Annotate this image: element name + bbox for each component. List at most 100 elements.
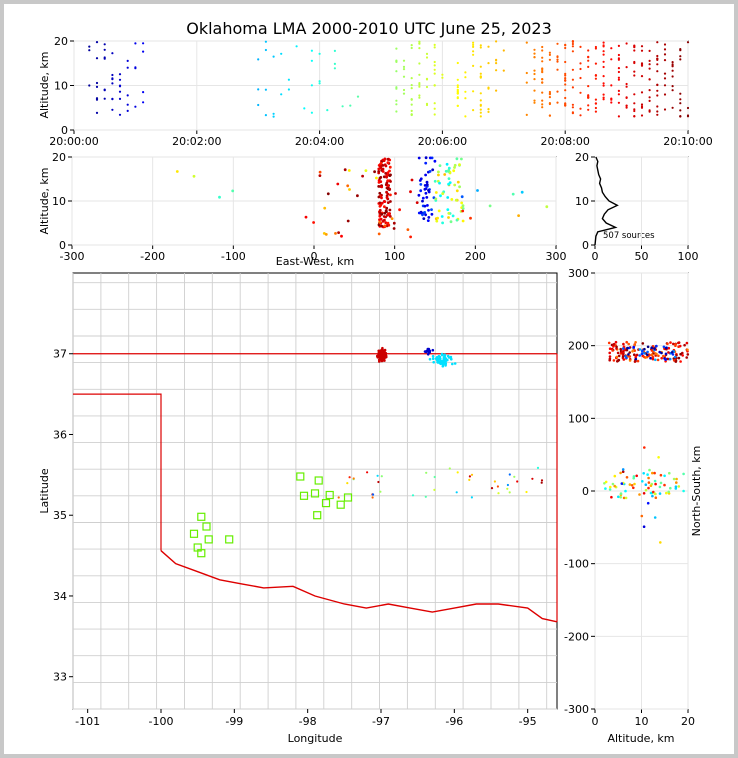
ew-height-point [385, 196, 389, 200]
plan-view-source-point [433, 475, 436, 479]
time-height-point [640, 45, 644, 48]
time-height-point [640, 91, 644, 94]
ew-height-point [377, 232, 381, 236]
ew-height-point [453, 183, 457, 187]
time-height-point [310, 84, 313, 87]
ew-height-point [430, 212, 434, 216]
time-height-point [594, 98, 598, 101]
plan-view-xtick-label: -100 [149, 715, 174, 728]
time-height-point [579, 62, 582, 65]
ns-height-point [646, 501, 650, 505]
time-height-point [418, 94, 421, 97]
time-height-point [126, 66, 129, 69]
plan-view-source-point [446, 358, 449, 362]
time-height-point [548, 53, 552, 57]
ns-height-point [611, 482, 615, 486]
ns-height-point [649, 491, 653, 495]
time-height-point [142, 42, 145, 45]
time-height-point [264, 48, 267, 52]
time-height-point [625, 66, 628, 69]
ns-height-point [663, 483, 666, 487]
time-height-point [111, 73, 114, 77]
ew-height-point [340, 234, 343, 238]
ew-height-point [385, 175, 388, 179]
ew-height-point [444, 169, 448, 173]
ns-height-point [659, 481, 663, 485]
time-height-point [464, 115, 467, 118]
ns-height-point [611, 349, 614, 352]
plan-view-source-point [470, 473, 474, 476]
ew-height-point [336, 182, 340, 186]
ew-height-point [175, 170, 179, 173]
time-height-point [111, 97, 114, 100]
ew-height-point [387, 213, 390, 217]
time-height-point [663, 43, 667, 46]
ns-height-point [647, 481, 651, 484]
time-height-point [103, 48, 106, 51]
ew-height-point [453, 166, 456, 169]
time-height-point [610, 47, 613, 50]
ew-height-point [458, 163, 461, 167]
time-height-point [556, 55, 559, 59]
plan-view-source-point [424, 495, 427, 498]
ew-height-point [460, 201, 464, 205]
time-height-point [88, 45, 91, 48]
ew-height-point [377, 167, 381, 171]
ew-height-point [318, 170, 322, 174]
time-height-point [502, 49, 505, 52]
time-height-point [433, 107, 436, 110]
time-height-point [425, 85, 429, 89]
ns-height-point [664, 358, 667, 361]
ew-height-point [454, 198, 458, 202]
time-height-point [472, 45, 475, 49]
ns-height-point [659, 541, 662, 544]
time-height-point [487, 110, 490, 113]
ew-height-point [424, 187, 428, 191]
time-height-point [111, 78, 114, 81]
time-height-point [418, 83, 421, 86]
time-height-point [541, 68, 544, 71]
lma-station-marker [325, 490, 334, 500]
time-height-point [656, 105, 659, 108]
ns-height-point [679, 352, 682, 356]
time-height-point [663, 48, 667, 51]
time-height-point [126, 94, 129, 97]
time-height-point [487, 45, 490, 48]
time-height-point [464, 90, 467, 93]
time-height-point [541, 60, 544, 63]
ns-height-point [647, 486, 650, 490]
plan-view-ytick-label: 36 [53, 428, 67, 441]
time-height-point [456, 90, 459, 93]
time-height-point [633, 108, 636, 111]
time-height-point [402, 88, 406, 92]
ns-height-point [673, 355, 677, 359]
time-height-point [656, 110, 659, 113]
ew-height-point [425, 196, 429, 199]
time-height-point [648, 109, 651, 112]
time-height-point [533, 69, 536, 72]
ew-height-point [488, 204, 492, 208]
ns-height-point [644, 483, 648, 487]
time-height-point [679, 55, 682, 58]
time-height-point [410, 44, 413, 47]
ns-height-point [664, 352, 668, 356]
ns-height-point [607, 341, 611, 345]
histogram-xtick-label: 100 [678, 250, 699, 263]
plan-view-xtick-label: -98 [299, 715, 317, 728]
ew-height-point [389, 193, 392, 197]
time-height-point [318, 82, 321, 85]
ew-height-xtick-label: -300 [60, 250, 85, 263]
plan-view-source-point [384, 355, 388, 359]
time-height-point [602, 65, 605, 69]
time-height-point [418, 47, 421, 50]
time-height-point [564, 60, 567, 64]
ns-height-point [612, 345, 615, 348]
ns-height-point [679, 360, 682, 363]
ew-height-point [392, 227, 396, 230]
plan-view-source-point [381, 350, 384, 353]
time-height-point [418, 73, 421, 76]
time-height-point [617, 76, 621, 79]
ew-height-point [384, 221, 388, 225]
ns-height-point [622, 358, 626, 361]
ew-height-point [437, 209, 441, 213]
